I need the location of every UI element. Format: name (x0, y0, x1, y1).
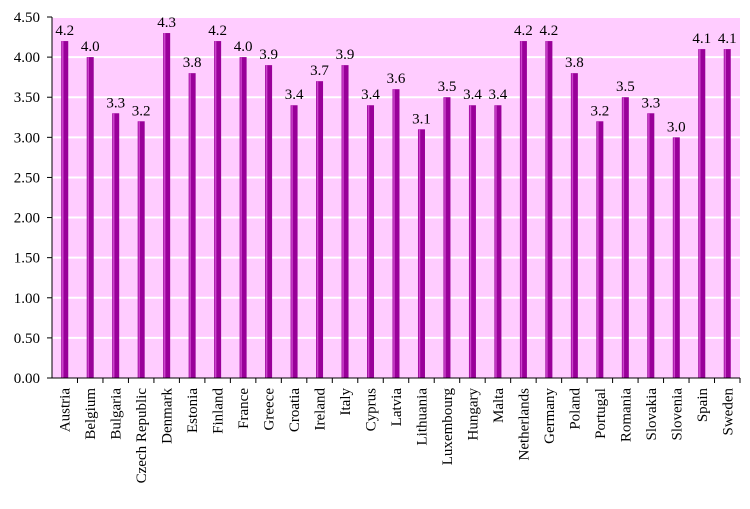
data-label: 4.1 (692, 31, 711, 47)
data-labels: 4.2 4.0 3.3 3.2 4.3 3.8 4.2 4.0 3.9 3.4 3.7 3.9 3.4 3… (55, 15, 736, 135)
category-label: Estonia (185, 388, 201, 433)
bar (698, 49, 706, 378)
data-label: 3.4 (285, 87, 304, 103)
bar (341, 65, 349, 378)
data-label: 3.1 (412, 111, 431, 127)
category-label: France (236, 388, 252, 429)
bar (621, 97, 629, 378)
category-label: Slovenia (669, 388, 685, 441)
data-label: 4.0 (234, 39, 253, 55)
data-label: 4.1 (718, 31, 737, 47)
y-tick-label: 0.50 (14, 331, 40, 347)
data-label: 3.8 (183, 55, 202, 71)
category-label: Croatia (287, 388, 303, 432)
y-tick-label: 1.00 (14, 291, 40, 307)
data-label: 3.4 (489, 87, 508, 103)
bar (570, 73, 578, 379)
y-tick-label: 0.00 (14, 371, 40, 387)
y-tick-label: 2.00 (14, 211, 40, 227)
category-label: Greece (262, 388, 278, 431)
data-label: 4.2 (540, 23, 559, 39)
bar (214, 41, 222, 379)
category-label: Denmark (160, 388, 176, 444)
category-label: Ireland (313, 388, 329, 431)
bar (443, 97, 451, 378)
category-label: Bulgaria (109, 388, 125, 440)
data-label: 3.3 (641, 95, 660, 111)
bar (392, 89, 400, 378)
data-label: 3.8 (565, 55, 584, 71)
bar (545, 41, 553, 379)
y-tick-label: 4.50 (14, 10, 40, 26)
data-label: 3.5 (616, 79, 635, 95)
bar (316, 81, 324, 378)
category-label: Netherlands (516, 388, 532, 461)
category-label: Latvia (389, 388, 405, 427)
data-label: 4.0 (81, 39, 100, 55)
bar (367, 105, 375, 378)
data-label: 4.2 (208, 23, 227, 39)
data-label: 3.6 (387, 71, 406, 87)
y-tick-label: 2.50 (14, 170, 40, 186)
data-label: 3.5 (438, 79, 457, 95)
data-label: 3.9 (336, 47, 355, 63)
bar (494, 105, 502, 378)
bar (672, 137, 680, 378)
bar (417, 129, 425, 378)
y-tick-labels: 0.00 0.50 1.00 1.50 2.00 2.50 3.00 3.50 4.00 4.50 (14, 10, 52, 387)
bar (163, 33, 171, 379)
data-label: 3.4 (463, 87, 482, 103)
category-label: Belgium (83, 388, 99, 440)
category-label: Portugal (593, 388, 609, 439)
bar (239, 57, 247, 378)
axes (51, 17, 740, 379)
category-label: Hungary (465, 388, 481, 441)
category-label: Romania (618, 388, 634, 442)
category-label: Sweden (720, 388, 736, 436)
data-label: 3.9 (259, 47, 278, 63)
y-tick-label: 3.50 (14, 90, 40, 106)
category-label: Cyprus (364, 388, 380, 432)
category-label: Finland (211, 388, 227, 434)
bar (723, 49, 731, 378)
data-label: 4.2 (514, 23, 533, 39)
data-label: 3.2 (132, 103, 151, 119)
bar (112, 113, 120, 379)
category-label: Luxembourg (440, 388, 456, 466)
y-tick-label: 4.00 (14, 50, 40, 66)
data-label: 3.3 (106, 95, 125, 111)
category-label: Spain (695, 388, 711, 423)
bars (61, 33, 731, 379)
bar (265, 65, 273, 378)
y-tick-label: 3.00 (14, 130, 40, 146)
bar (468, 105, 476, 378)
data-label: 4.2 (55, 23, 74, 39)
data-label: 3.0 (667, 119, 686, 135)
bar (137, 121, 145, 379)
y-tick-label: 1.50 (14, 251, 40, 267)
category-label: Malta (491, 388, 507, 423)
bar (86, 57, 94, 378)
bar (290, 105, 298, 378)
data-label: 3.7 (310, 63, 329, 79)
bar (647, 113, 655, 379)
category-label: Lithuania (414, 388, 430, 446)
category-label: Poland (567, 388, 583, 430)
category-label: Czech Republic (134, 388, 150, 484)
category-label: Austria (58, 388, 74, 433)
category-label: Slovakia (644, 388, 660, 441)
data-label: 3.2 (590, 103, 609, 119)
category-labels: Austria Belgium Bulgaria Czech Republic Denm… (58, 378, 741, 484)
category-label: Germany (542, 388, 558, 444)
bar (519, 41, 527, 379)
data-label: 4.3 (157, 15, 176, 31)
bar (596, 121, 604, 379)
data-label: 3.4 (361, 87, 380, 103)
bar (61, 41, 69, 379)
category-label: Italy (338, 388, 354, 416)
bar (188, 73, 196, 379)
